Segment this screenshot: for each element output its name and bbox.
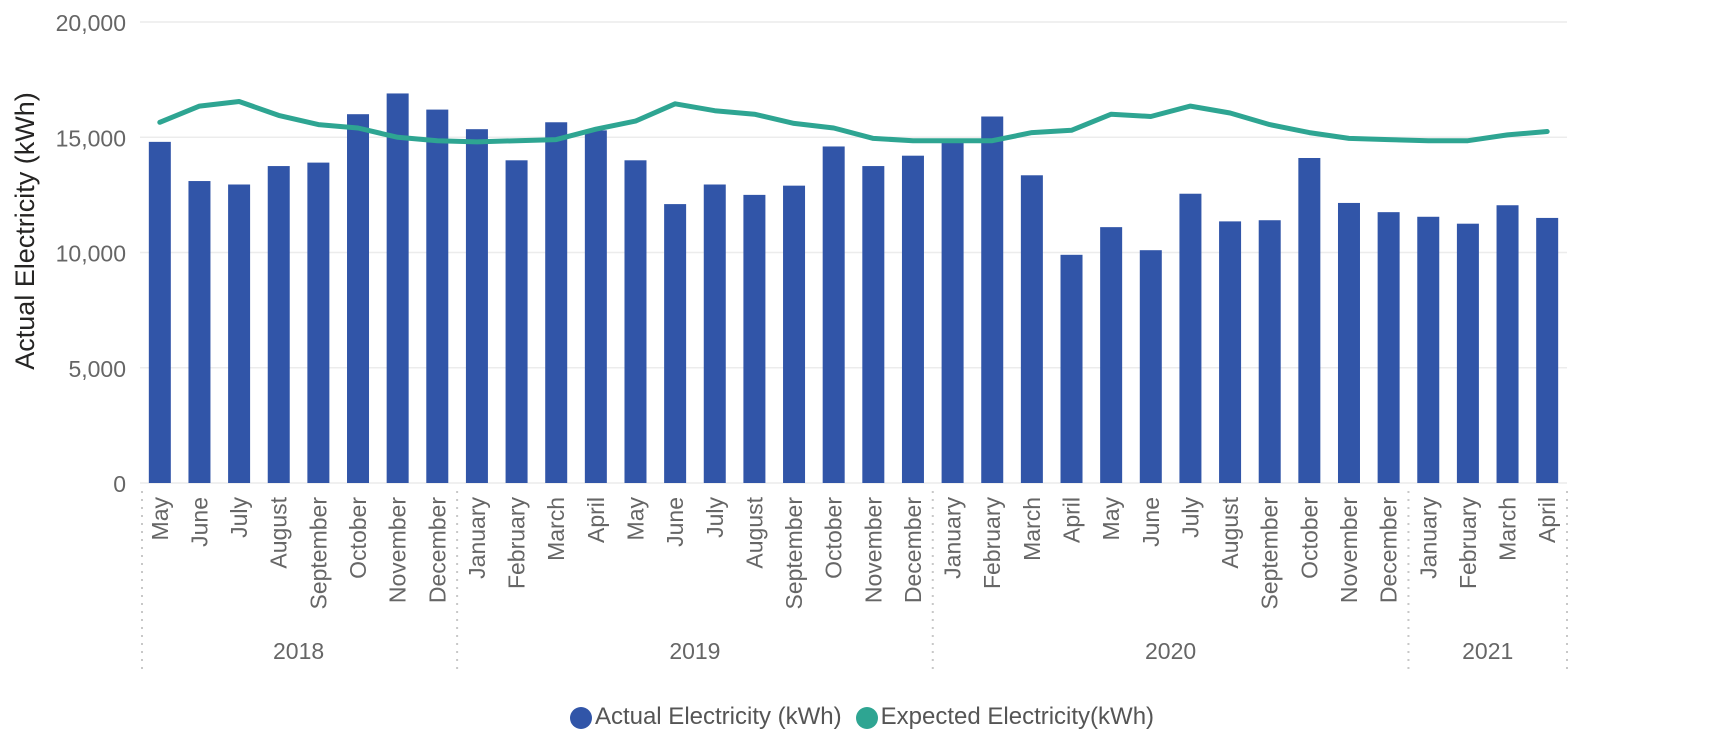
bar-actual[interactable] (1179, 193, 1202, 483)
x-tick-label: April (1534, 497, 1560, 543)
bar-actual[interactable] (1298, 157, 1321, 483)
bar-actual[interactable] (1337, 202, 1360, 483)
bar-actual[interactable] (545, 122, 568, 483)
bar-actual[interactable] (1060, 254, 1083, 483)
x-tick-label: May (147, 497, 173, 541)
bar-actual[interactable] (901, 155, 924, 483)
legend-item-expected[interactable]: Expected Electricity(kWh) (855, 702, 1155, 732)
bar-actual[interactable] (1100, 227, 1123, 483)
bar-actual[interactable] (228, 184, 251, 483)
x-tick-label: October (821, 497, 847, 579)
line-expected[interactable] (157, 99, 1550, 145)
x-tick-label: September (781, 497, 807, 610)
x-tick-label: November (1336, 497, 1362, 603)
chart-legend: Actual Electricity (kWh) Expected Electr… (0, 702, 1724, 732)
bar-actual[interactable] (1139, 250, 1162, 483)
x-tick-label: April (583, 497, 609, 543)
x-tick-label: November (385, 497, 411, 603)
bar-actual[interactable] (267, 166, 290, 483)
x-tick-label: May (1098, 497, 1124, 541)
x-tick-label: July (1177, 497, 1203, 538)
x-tick-label: December (900, 497, 926, 603)
y-tick-label: 10,000 (56, 241, 126, 267)
y-tick-label: 0 (113, 471, 126, 497)
legend-label-expected: Expected Electricity(kWh) (880, 703, 1155, 730)
expected-line (157, 99, 1550, 145)
bar-actual[interactable] (1536, 217, 1559, 484)
bar-actual[interactable] (347, 114, 370, 483)
y-tick-label: 20,000 (56, 10, 126, 36)
x-tick-label: August (1217, 496, 1243, 568)
bar-actual[interactable] (664, 204, 687, 483)
y-tick-label: 15,000 (56, 125, 126, 151)
x-tick-label: May (623, 497, 649, 541)
x-tick-label: February (504, 497, 530, 590)
x-tick-label: January (940, 497, 966, 579)
bar-actual[interactable] (1417, 216, 1440, 483)
x-tick-label: June (187, 497, 213, 547)
bar-actual[interactable] (584, 130, 607, 483)
bar-actual[interactable] (188, 181, 211, 484)
bar-actual[interactable] (148, 141, 171, 484)
x-tick-label: February (979, 497, 1005, 590)
x-tick-label: January (464, 497, 490, 579)
x-year-label: 2018 (273, 638, 324, 664)
electricity-chart: 0 5,000 10,000 15,000 20,000 May June July Augu… (10, 10, 1568, 674)
bar-actual[interactable] (386, 93, 409, 483)
y-axis-title: Actual Electricity (kWh) (10, 92, 40, 370)
bar-actual[interactable] (1258, 220, 1281, 484)
bar-actual[interactable] (426, 109, 449, 483)
x-tick-label: January (1415, 497, 1441, 579)
bar-actual[interactable] (465, 129, 488, 483)
x-tick-label: March (543, 497, 569, 561)
legend-item-actual[interactable]: Actual Electricity (kWh) (569, 702, 842, 732)
bar-actual[interactable] (307, 162, 330, 484)
bar-actual[interactable] (783, 185, 806, 483)
x-year-label: 2020 (1145, 638, 1196, 664)
x-tick-label: October (345, 497, 371, 579)
bar-actual[interactable] (1020, 175, 1043, 483)
x-tick-label: September (305, 497, 331, 610)
legend-label-actual: Actual Electricity (kWh) (594, 703, 842, 730)
bar-actual[interactable] (862, 166, 885, 483)
x-tick-label: March (1019, 497, 1045, 561)
x-tick-label: July (226, 497, 252, 538)
x-tick-label: June (662, 497, 688, 547)
bar-actual[interactable] (1219, 221, 1242, 483)
bar-actual[interactable] (941, 139, 964, 483)
bar-actual[interactable] (743, 194, 766, 483)
x-tick-label: June (1138, 497, 1164, 547)
bar-actual[interactable] (703, 184, 726, 483)
bar-actual[interactable] (981, 116, 1004, 483)
bar-actual[interactable] (1456, 223, 1479, 483)
bar-actual[interactable] (624, 160, 647, 484)
x-tick-label: February (1455, 497, 1481, 590)
bar-actual[interactable] (1377, 212, 1400, 483)
bar-actual[interactable] (505, 160, 528, 484)
x-tick-label: December (424, 497, 450, 603)
x-axis: May June July August September October Novembe… (141, 491, 1568, 674)
legend-marker-expected (855, 706, 878, 729)
x-year-label: 2021 (1462, 638, 1513, 664)
x-tick-label: April (1059, 497, 1085, 543)
y-axis: 0 5,000 10,000 15,000 20,000 (56, 10, 126, 497)
x-year-label: 2019 (669, 638, 720, 664)
x-tick-label: October (1296, 497, 1322, 579)
x-tick-label: August (266, 496, 292, 568)
bar-actual[interactable] (822, 146, 845, 483)
x-tick-label: March (1495, 497, 1521, 561)
x-tick-label: November (860, 497, 886, 603)
actual-bars (148, 93, 1559, 484)
x-tick-label: September (1257, 497, 1283, 610)
x-tick-label: December (1376, 497, 1402, 603)
legend-marker-actual (569, 706, 592, 729)
y-tick-label: 5,000 (68, 356, 126, 382)
x-tick-label: July (702, 497, 728, 538)
bar-actual[interactable] (1496, 205, 1519, 483)
x-tick-label: August (741, 496, 767, 568)
